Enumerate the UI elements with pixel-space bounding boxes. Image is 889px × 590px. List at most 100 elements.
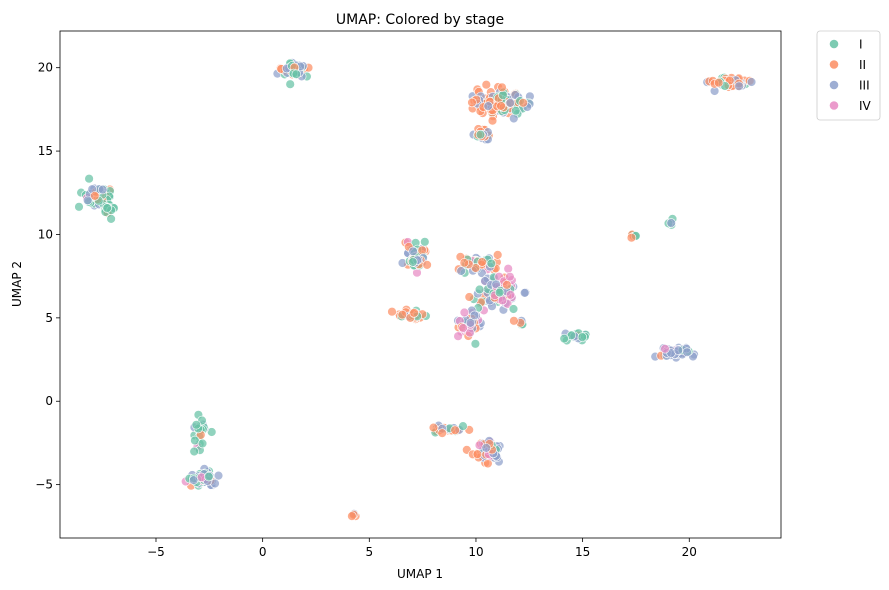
data-point	[491, 279, 501, 289]
data-point	[503, 264, 513, 274]
data-point	[511, 106, 521, 116]
data-point	[486, 258, 496, 269]
data-point	[82, 195, 93, 206]
data-point	[102, 203, 112, 213]
data-point	[437, 428, 447, 438]
y-axis-ticks: −5 0 5 10 15 20	[35, 61, 60, 492]
legend-marker	[829, 39, 839, 49]
data-point	[456, 266, 466, 276]
data-point	[84, 174, 94, 184]
data-point	[397, 310, 407, 320]
data-point	[191, 420, 202, 430]
data-point	[502, 280, 512, 290]
y-tick-label: 10	[38, 227, 53, 241]
data-point	[464, 292, 474, 302]
y-tick-label: −5	[35, 478, 53, 492]
data-point	[408, 257, 418, 267]
x-tick-label: −5	[147, 545, 165, 559]
legend-label: IV	[859, 99, 872, 113]
legend-label: I	[859, 38, 863, 52]
data-point	[519, 288, 530, 298]
data-point	[420, 237, 430, 247]
data-point	[518, 98, 528, 108]
data-point	[469, 310, 480, 320]
data-point	[409, 308, 419, 318]
data-point	[204, 471, 214, 482]
x-axis-ticks: −5 0 5 10 15 20	[147, 538, 697, 559]
legend-label: II	[859, 58, 866, 72]
data-point	[470, 339, 481, 349]
data-point	[428, 422, 439, 433]
legend-marker	[829, 100, 839, 111]
data-point	[453, 331, 463, 341]
data-point	[188, 475, 199, 485]
data-point	[577, 332, 587, 342]
legend-frame	[816, 30, 881, 121]
x-axis-label: UMAP 1	[397, 567, 443, 581]
data-point	[285, 79, 295, 89]
y-tick-label: 15	[38, 144, 53, 158]
data-point	[74, 202, 84, 212]
data-point	[496, 101, 506, 111]
data-point	[417, 245, 427, 256]
data-point	[467, 97, 477, 108]
data-point	[291, 69, 301, 79]
data-point	[408, 246, 418, 257]
data-point	[450, 425, 460, 435]
data-point	[459, 258, 469, 268]
x-tick-label: 0	[259, 545, 267, 559]
axes-background	[60, 31, 781, 538]
y-tick-label: 0	[45, 394, 53, 408]
data-point	[481, 79, 491, 90]
data-point	[458, 323, 468, 333]
data-point	[498, 90, 508, 100]
data-point	[734, 81, 744, 91]
legend-label: III	[859, 79, 870, 93]
data-point	[465, 318, 476, 328]
legend-marker	[829, 80, 839, 90]
x-tick-label: 10	[468, 545, 483, 559]
data-point	[422, 260, 432, 270]
data-point	[505, 290, 516, 300]
x-tick-label: 5	[365, 545, 373, 559]
data-point	[90, 191, 100, 201]
data-point	[497, 82, 507, 93]
data-point	[487, 115, 498, 126]
data-point	[197, 438, 208, 449]
data-point	[660, 344, 670, 354]
y-axis-label: UMAP 2	[10, 261, 24, 307]
data-point	[477, 257, 487, 267]
data-point	[483, 101, 493, 111]
plot-area	[59, 30, 782, 539]
x-tick-label: 15	[575, 545, 590, 559]
data-point	[472, 449, 483, 459]
y-tick-label: 5	[45, 311, 53, 325]
data-point	[505, 98, 515, 108]
data-point	[505, 272, 515, 282]
data-point	[493, 250, 503, 260]
data-point	[474, 284, 485, 295]
data-point	[459, 307, 470, 318]
data-point	[481, 443, 491, 453]
data-point	[387, 307, 397, 317]
data-point	[97, 184, 108, 195]
data-point	[509, 113, 519, 124]
data-point	[682, 347, 692, 357]
data-point	[626, 233, 637, 243]
data-point	[475, 129, 486, 140]
data-point	[509, 316, 519, 326]
axes-frame	[59, 30, 782, 539]
data-point	[497, 295, 508, 306]
data-point	[673, 345, 683, 355]
data-point	[713, 77, 724, 88]
data-point	[559, 333, 569, 344]
data-point	[347, 511, 357, 521]
chart-title: UMAP: Colored by stage	[336, 12, 504, 28]
y-tick-label: 20	[38, 61, 53, 75]
data-point	[189, 446, 199, 457]
legend-marker	[829, 59, 839, 70]
data-point	[458, 421, 468, 431]
data-point	[494, 287, 505, 298]
